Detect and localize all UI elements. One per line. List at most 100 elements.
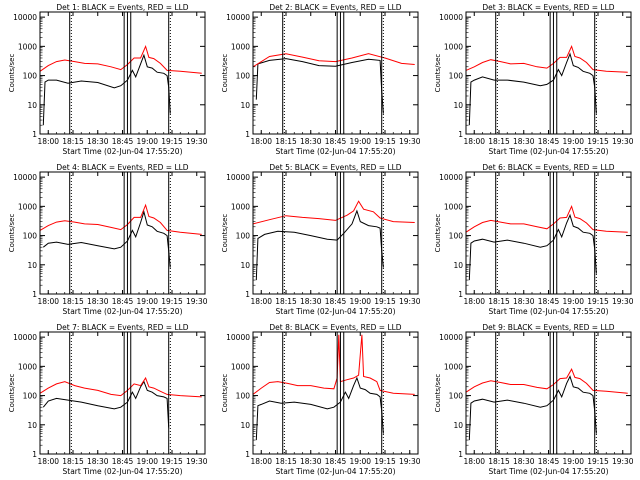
y-tick-label: 100 — [23, 232, 38, 241]
x-tick-label: 18:30 — [513, 297, 535, 306]
y-tick-label: 100 — [23, 392, 38, 401]
x-axis-label: Start Time (02-Jun-04 17:55:20) — [489, 307, 609, 316]
series-line-events — [255, 58, 384, 114]
series-line-events — [255, 209, 384, 281]
y-tick-label: 10000 — [226, 173, 250, 182]
y-tick-label: 1000 — [231, 42, 250, 51]
y-tick-label: 100 — [236, 232, 251, 241]
series-line-lld — [465, 45, 628, 73]
y-tick-label: 10 — [27, 101, 37, 110]
series-line-lld — [252, 200, 415, 225]
x-tick-label: 19:30 — [399, 457, 421, 466]
x-tick-label: 19:30 — [399, 297, 421, 306]
x-tick-label: 19:15 — [374, 137, 396, 146]
x-axis-label: Start Time (02-Jun-04 17:55:20) — [63, 307, 183, 316]
plot-frame — [465, 171, 632, 295]
plot-frame — [39, 11, 206, 135]
chart-panel-6: 18:00 18:15 18:30 18:45 19:00 19:15 19:30 1 10 10… — [434, 163, 634, 316]
y-tick-label: 1000 — [18, 42, 37, 51]
x-tick-label: 19:15 — [161, 137, 183, 146]
chart-panel-5: 18:00 18:15 18:30 18:45 19:00 19:15 19:30 1 10 10… — [221, 163, 421, 316]
chart-title: Det 8: BLACK = Events, RED = LLD — [269, 323, 401, 332]
x-tick-label: 19:00 — [349, 297, 371, 306]
x-tick-label: 18:00 — [250, 137, 272, 146]
y-tick-label: 10000 — [13, 173, 37, 182]
chart-title: Det 2: BLACK = Events, RED = LLD — [269, 3, 401, 12]
x-tick-label: 18:30 — [513, 457, 535, 466]
x-tick-label: 19:30 — [186, 137, 208, 146]
x-tick-label: 19:00 — [349, 137, 371, 146]
y-tick-label: 10000 — [439, 173, 463, 182]
x-tick-label: 19:00 — [562, 297, 584, 306]
y-tick-label: 1 — [458, 130, 463, 139]
x-tick-label: 19:30 — [612, 297, 634, 306]
x-tick-label: 18:00 — [37, 297, 59, 306]
y-tick-label: 10 — [240, 101, 250, 110]
y-tick-label: 1000 — [444, 42, 463, 51]
x-tick-label: 19:00 — [562, 457, 584, 466]
x-tick-label: 18:15 — [275, 297, 297, 306]
x-tick-label: 18:15 — [488, 137, 510, 146]
series-line-lld — [465, 204, 628, 233]
chart-title: Det 4: BLACK = Events, RED = LLD — [56, 163, 188, 172]
y-tick-label: 1 — [32, 130, 37, 139]
y-tick-label: 1000 — [444, 362, 463, 371]
x-tick-label: 18:45 — [112, 457, 134, 466]
chart-panel-1: 18:00 18:15 18:30 18:45 19:00 19:15 19:30 1 10 10… — [8, 3, 208, 156]
y-tick-label: 100 — [449, 72, 464, 81]
plot-frame — [39, 171, 206, 295]
y-tick-label: 1 — [458, 290, 463, 299]
y-tick-label: 1 — [32, 290, 37, 299]
x-tick-label: 18:00 — [250, 457, 272, 466]
x-tick-label: 19:15 — [587, 297, 609, 306]
x-tick-label: 19:15 — [161, 297, 183, 306]
chart-panel-9: 18:00 18:15 18:30 18:45 19:00 19:15 19:30 1 10 10… — [434, 323, 634, 476]
x-tick-label: 18:00 — [463, 457, 485, 466]
x-tick-label: 18:00 — [37, 457, 59, 466]
x-tick-label: 18:15 — [62, 457, 84, 466]
y-axis-label: Counts/sec — [434, 374, 442, 413]
series-line-lld — [252, 334, 415, 395]
chart-panel-7: 18:00 18:15 18:30 18:45 19:00 19:15 19:30 1 10 10… — [8, 323, 208, 476]
x-tick-label: 19:30 — [612, 457, 634, 466]
y-tick-label: 1000 — [231, 362, 250, 371]
plot-frame — [465, 331, 632, 455]
x-tick-label: 18:30 — [513, 137, 535, 146]
y-tick-label: 10000 — [439, 13, 463, 22]
y-tick-label: 100 — [449, 392, 464, 401]
y-tick-label: 1000 — [18, 362, 37, 371]
x-tick-label: 19:00 — [136, 137, 158, 146]
x-tick-label: 18:30 — [87, 297, 109, 306]
y-tick-label: 10 — [240, 421, 250, 430]
series-line-lld — [252, 53, 415, 68]
series-line-events — [468, 375, 597, 441]
y-tick-label: 10000 — [13, 333, 37, 342]
plot-frame — [252, 171, 419, 295]
x-tick-label: 19:30 — [186, 457, 208, 466]
chart-title: Det 5: BLACK = Events, RED = LLD — [269, 163, 401, 172]
series-line-events — [42, 380, 170, 428]
y-tick-label: 100 — [236, 72, 251, 81]
y-axis-label: Counts/sec — [8, 54, 16, 93]
y-axis-label: Counts/sec — [434, 214, 442, 253]
series-line-events — [468, 213, 597, 281]
chart-panel-8: 18:00 18:15 18:30 18:45 19:00 19:15 19:30 1 10 10… — [221, 323, 421, 476]
series-line-events — [468, 52, 597, 126]
y-tick-label: 10 — [27, 261, 37, 270]
plot-frame — [465, 11, 632, 135]
y-axis-label: Counts/sec — [8, 214, 16, 253]
series-line-lld — [39, 376, 202, 398]
x-axis-label: Start Time (02-Jun-04 17:55:20) — [276, 467, 396, 476]
x-tick-label: 19:00 — [136, 297, 158, 306]
x-tick-label: 18:30 — [87, 137, 109, 146]
y-tick-label: 10 — [453, 261, 463, 270]
x-tick-label: 18:30 — [87, 457, 109, 466]
y-tick-label: 10 — [453, 421, 463, 430]
x-tick-label: 19:15 — [161, 457, 183, 466]
y-axis-label: Counts/sec — [8, 374, 16, 413]
x-tick-label: 18:30 — [300, 137, 322, 146]
y-tick-label: 100 — [449, 232, 464, 241]
x-tick-label: 19:30 — [612, 137, 634, 146]
x-tick-label: 18:00 — [250, 297, 272, 306]
